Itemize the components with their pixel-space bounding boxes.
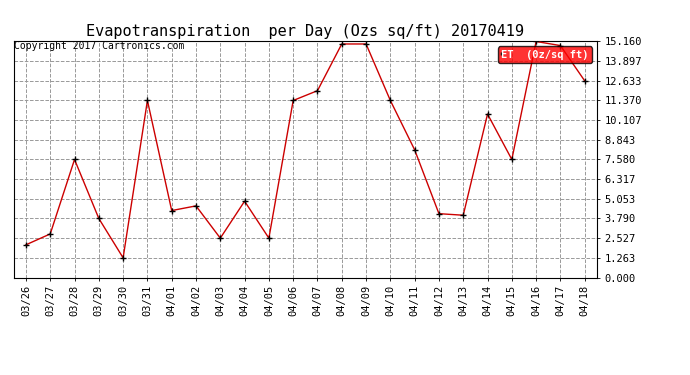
Title: Evapotranspiration  per Day (Ozs sq/ft) 20170419: Evapotranspiration per Day (Ozs sq/ft) 2… [86, 24, 524, 39]
Text: Copyright 2017 Cartronics.com: Copyright 2017 Cartronics.com [14, 41, 184, 51]
Legend: ET  (0z/sq ft): ET (0z/sq ft) [498, 46, 591, 63]
